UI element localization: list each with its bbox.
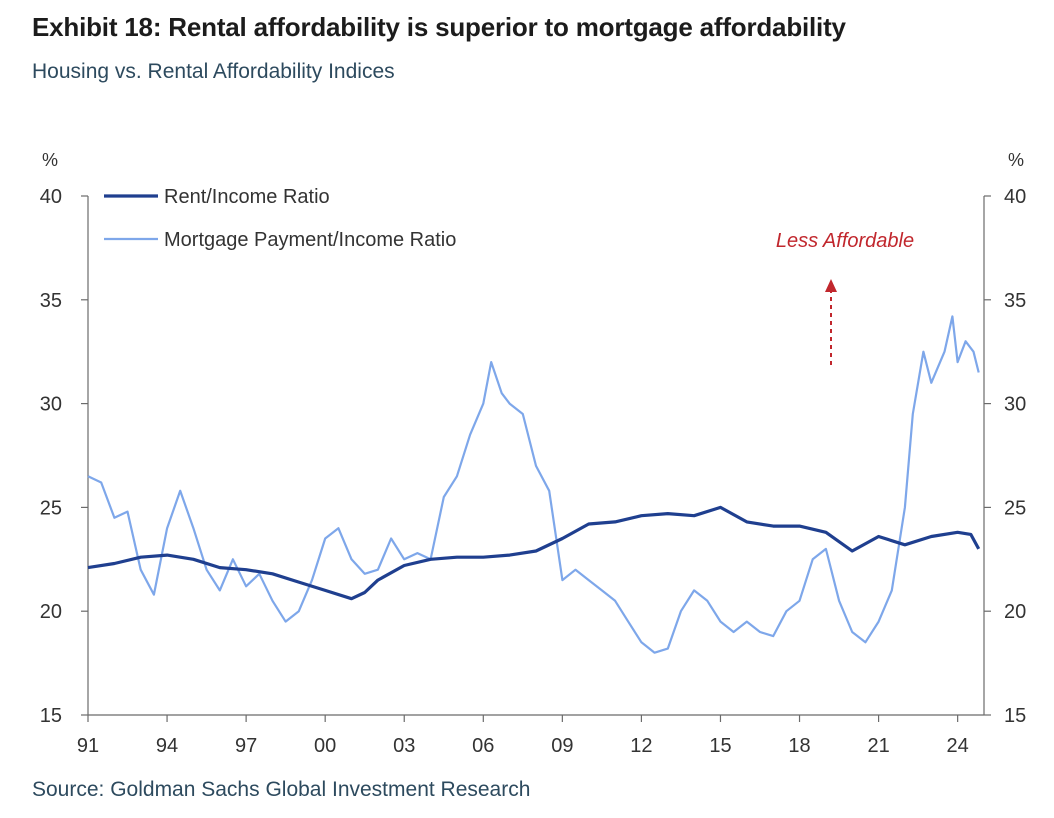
legend-label: Mortgage Payment/Income Ratio: [164, 229, 456, 251]
chart-title: Exhibit 18: Rental affordability is supe…: [32, 12, 846, 42]
y-tick-label-right: 30: [1004, 394, 1026, 416]
x-tick-label: 97: [235, 735, 257, 757]
axes: % % 15 15 20 20 25 25 30 30 35 35 40 40 91 94 97 00 03 06 09…: [40, 150, 1027, 757]
annotation-arrow-head: [825, 279, 837, 292]
annotation-text: Less Affordable: [776, 230, 914, 252]
y-tick-label-left: 25: [40, 497, 62, 519]
legend-label: Rent/Income Ratio: [164, 186, 330, 208]
x-tick-label: 12: [630, 735, 652, 757]
y-tick-label-left: 20: [40, 601, 62, 623]
y-tick-label-left: 15: [40, 705, 62, 727]
y-tick-label-right: 35: [1004, 290, 1026, 312]
x-tick-label: 00: [314, 735, 336, 757]
y-unit-right: %: [1008, 150, 1024, 170]
chart: % % 15 15 20 20 25 25 30 30 35 35 40 40 91 94 97 00 03 06 09…: [40, 150, 1027, 757]
y-tick-label-right: 25: [1004, 497, 1026, 519]
y-tick-label-right: 20: [1004, 601, 1026, 623]
chart-subtitle: Housing vs. Rental Affordability Indices: [32, 60, 395, 83]
x-tick-label: 21: [867, 735, 889, 757]
y-tick-label-left: 30: [40, 394, 62, 416]
annotation: Less Affordable: [776, 230, 914, 365]
x-tick-label: 03: [393, 735, 415, 757]
x-tick-label: 91: [77, 735, 99, 757]
series-mortgage-income-line: [87, 315, 980, 654]
series-lines: [87, 315, 981, 654]
legend: Rent/Income Ratio Mortgage Payment/Income…: [104, 186, 456, 251]
x-tick-label: 09: [551, 735, 573, 757]
x-tick-label: 18: [788, 735, 810, 757]
y-tick-label-left: 40: [40, 186, 62, 208]
x-tick-label: 15: [709, 735, 731, 757]
y-tick-label-right: 15: [1004, 705, 1026, 727]
x-tick-label: 94: [156, 735, 178, 757]
x-tick-label: 24: [947, 735, 969, 757]
y-tick-label-left: 35: [40, 290, 62, 312]
x-tick-label: 06: [472, 735, 494, 757]
series-rent-income-line: [87, 505, 981, 601]
source-note: Source: Goldman Sachs Global Investment …: [32, 778, 531, 801]
y-tick-label-right: 40: [1004, 186, 1026, 208]
y-unit-left: %: [42, 150, 58, 170]
